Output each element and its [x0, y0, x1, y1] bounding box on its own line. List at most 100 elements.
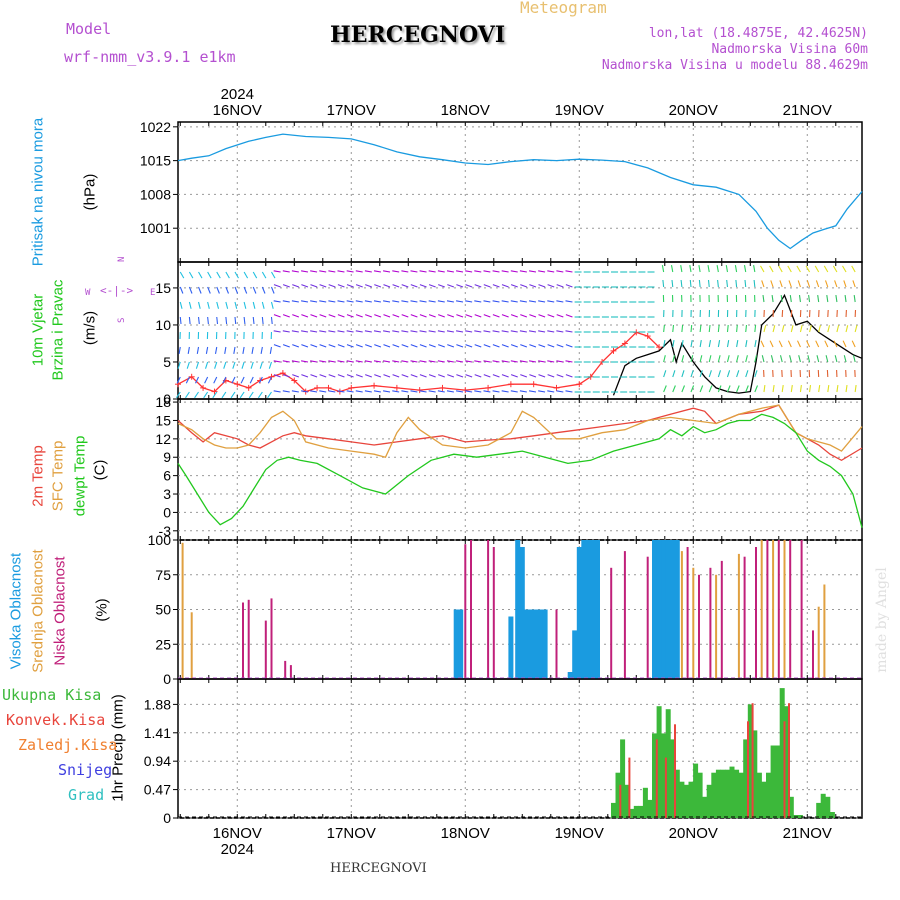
wind-arrow — [853, 295, 856, 303]
wind-arrow — [547, 330, 555, 333]
wind-arrow — [234, 301, 238, 309]
wind-arrow — [301, 390, 309, 393]
wind-arrow — [844, 295, 847, 303]
wind-arrow — [845, 385, 848, 393]
wind-arrow — [346, 360, 354, 363]
wind-arrow — [419, 330, 427, 333]
wind-arrow — [223, 361, 227, 369]
wind-arrow — [538, 284, 546, 288]
wind-arrow — [474, 330, 482, 333]
wind-arrow — [337, 374, 345, 378]
wind-arrow — [198, 286, 202, 294]
wind-arrow — [234, 271, 239, 279]
wind-arrow — [410, 270, 418, 273]
wind-arrow — [680, 265, 683, 273]
wind-arrow — [270, 301, 274, 309]
wind-arrow — [438, 374, 445, 378]
bottom-day-label: 19NOV — [555, 825, 604, 842]
y-tick-label: 1.41 — [144, 725, 171, 741]
wind-arrow — [708, 355, 712, 363]
wind-arrow — [428, 314, 436, 318]
wind-arrow — [483, 390, 491, 393]
wind-arrow — [419, 344, 427, 348]
wind-arrow — [474, 344, 482, 348]
bar-visoka-oblacnost — [590, 540, 596, 679]
bar-niska-oblacnost — [270, 598, 273, 679]
wind-arrow — [474, 374, 482, 378]
wind-arrow — [267, 391, 272, 399]
wind-arrow — [319, 390, 327, 393]
wind-arrow — [483, 300, 491, 303]
wind-arrow — [437, 270, 445, 273]
wind-arrow — [282, 314, 290, 318]
wind-arrow — [529, 344, 537, 348]
bar-konvek-kisa — [664, 757, 667, 818]
wind-arrow — [261, 271, 267, 279]
page-title: HERCEGNOVI — [330, 22, 506, 48]
wind-arrow — [291, 330, 299, 333]
bar-konvek-kisa — [619, 784, 622, 818]
wind-arrow — [203, 391, 209, 399]
wind-arrow — [447, 284, 455, 288]
wind-arrow — [474, 390, 482, 393]
wind-arrow — [419, 390, 427, 393]
wind-arrow — [186, 361, 190, 369]
bar-srednja-oblacnost — [190, 612, 193, 679]
wind-arrow — [670, 265, 674, 273]
wind-arrow — [663, 385, 667, 393]
wind-arrow — [346, 330, 354, 333]
wind-arrow — [836, 385, 839, 393]
panel-cloud: 0 25 50 75 100 — [148, 532, 863, 687]
bar-niska-oblacnost — [789, 540, 792, 679]
wind-arrow — [197, 316, 200, 325]
bar-niska-oblacnost — [284, 660, 287, 679]
wind-arrow — [365, 284, 372, 288]
wind-arrow — [328, 270, 336, 273]
bar-ukupna-kisa — [693, 763, 699, 818]
wind-arrow — [383, 360, 391, 363]
wind-arrow — [805, 265, 811, 273]
wind-arrow — [310, 270, 318, 273]
wind-arrow — [259, 361, 263, 369]
wind-arrow — [251, 346, 254, 354]
wind-arrow — [483, 374, 491, 378]
wind-arrow — [726, 385, 731, 393]
wind-arrow — [681, 324, 684, 333]
wind-arrow — [736, 340, 739, 348]
wind-arrow — [492, 330, 500, 333]
compass-arrows-icon: <-|-> — [100, 284, 134, 297]
wind-arrow — [483, 270, 491, 273]
wind-arrow — [717, 355, 721, 363]
wind-arrow — [207, 301, 210, 309]
wind-arrow — [465, 300, 473, 303]
wind-arrow — [842, 265, 847, 273]
bar-niska-oblacnost — [720, 560, 723, 679]
wind-arrow — [753, 265, 756, 273]
wind-arrow — [392, 344, 400, 348]
wind-arrow — [556, 284, 564, 288]
wind-arrow — [736, 370, 740, 378]
wind-arrow — [663, 355, 666, 363]
wind-arrow — [735, 279, 738, 288]
wind-arrow — [292, 374, 300, 378]
wind-arrows — [175, 265, 858, 399]
wind-arrow — [809, 325, 812, 333]
wind-arrow — [328, 314, 336, 318]
legend-hail: Grad — [68, 786, 105, 804]
bar-ukupna-kisa — [656, 706, 662, 818]
wind-arrow — [726, 340, 730, 348]
wind-arrow — [282, 300, 290, 303]
bottom-day-label: 17NOV — [327, 825, 376, 842]
bar-visoka-oblacnost — [576, 547, 582, 679]
wind-arrow — [428, 330, 436, 333]
wind-arrow — [538, 360, 546, 363]
wind-arrow — [483, 314, 491, 318]
wind-arrow — [736, 324, 738, 333]
wind-arrow — [827, 325, 831, 333]
bar-konvek-kisa — [747, 721, 749, 818]
wind-arrow — [410, 374, 418, 378]
bottom-year-label: 2024 — [221, 841, 254, 858]
wind-arrow — [258, 376, 263, 384]
bar-ukupna-kisa — [611, 802, 616, 818]
wind-arrow — [529, 360, 537, 363]
